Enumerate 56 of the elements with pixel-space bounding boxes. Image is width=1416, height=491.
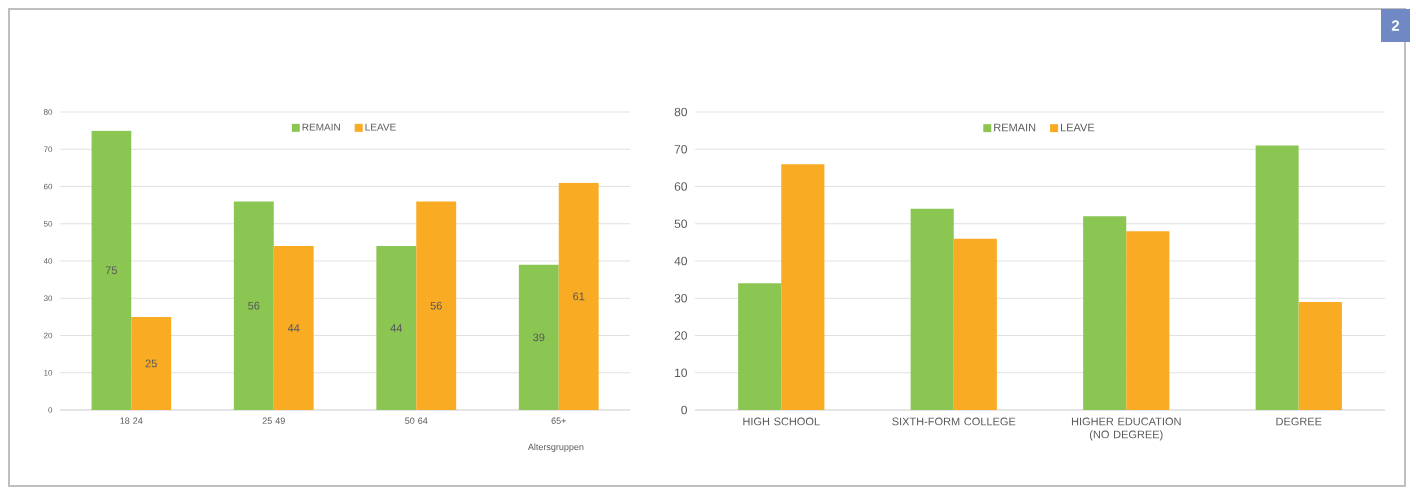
bar	[910, 208, 954, 410]
x-tick-label: SIXTH-FORM COLLEGE	[892, 417, 1016, 426]
x-tick-label: 65+	[551, 417, 566, 424]
x-tick-label: 50 64	[405, 417, 428, 424]
y-tick-label: 80	[43, 109, 53, 115]
y-tick-label: 60	[674, 182, 688, 191]
data-label: 56	[430, 301, 442, 310]
y-tick-label: 10	[675, 368, 688, 377]
y-tick-label: 10	[44, 369, 53, 376]
data-label: 75	[105, 266, 117, 275]
data-label: 39	[533, 333, 545, 342]
data-label: 44	[390, 324, 403, 332]
bar	[91, 130, 132, 410]
data-label: 61	[573, 292, 585, 301]
legend-label: REMAIN	[302, 123, 340, 131]
bar	[1298, 301, 1342, 410]
y-tick-label: 20	[43, 332, 53, 339]
y-tick-label: 80	[674, 107, 688, 117]
x-tick-label: DEGREE	[1276, 417, 1322, 426]
y-tick-label: 30	[674, 294, 688, 303]
bar	[558, 182, 599, 410]
bar	[1255, 145, 1299, 410]
data-label: 44	[287, 324, 300, 332]
x-axis-title: Altersgruppen	[527, 443, 584, 452]
bar	[953, 238, 997, 410]
bar	[781, 164, 825, 410]
y-tick-label: 20	[674, 331, 688, 340]
y-tick-label: 30	[43, 295, 53, 302]
bar	[1126, 231, 1170, 410]
y-tick-label: 50	[43, 220, 53, 227]
y-tick-label: 50	[674, 219, 688, 228]
bar	[273, 246, 314, 410]
x-tick-label: HIGH SCHOOL	[743, 417, 820, 426]
legend-label: REMAIN	[994, 123, 1036, 132]
legend-label: LEAVE	[1060, 123, 1095, 132]
bar	[518, 264, 559, 410]
data-label: 56	[248, 301, 260, 310]
y-tick-label: 0	[681, 405, 688, 415]
bar	[131, 316, 172, 410]
bar	[416, 201, 457, 410]
bar	[376, 246, 417, 410]
legend-label: LEAVE	[365, 123, 396, 131]
text: 2	[1391, 20, 1400, 31]
x-tick-label: 18 24	[120, 417, 143, 424]
x-tick-label: HIGHER EDUCATION (NO DEGREE)	[1071, 417, 1181, 441]
y-tick-label: 40	[43, 258, 53, 264]
y-tick-label: 70	[43, 146, 53, 153]
y-tick-label: 0	[48, 407, 53, 413]
bar	[1083, 216, 1127, 410]
bar	[233, 201, 274, 410]
y-tick-label: 70	[674, 145, 688, 154]
bar	[738, 283, 782, 410]
data-label: 25	[145, 359, 157, 368]
x-tick-label: 25 49	[262, 417, 285, 424]
y-tick-label: 60	[43, 183, 53, 190]
y-tick-label: 40	[674, 256, 688, 266]
